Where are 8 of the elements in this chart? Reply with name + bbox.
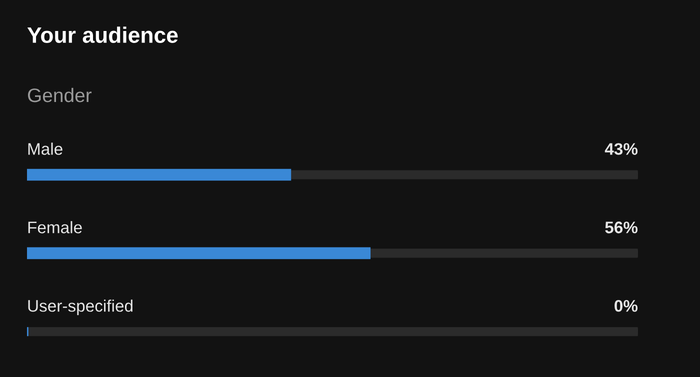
chart-subtitle: Gender [28, 88, 92, 102]
y-tick-label: Male [28, 142, 62, 155]
data-label: 56% [605, 222, 638, 234]
data-label: 43% [604, 143, 638, 155]
data-label: 0% [614, 300, 638, 312]
chart-title: Your audience [27, 26, 178, 43]
y-tick-label: User-specified [28, 300, 132, 316]
y-tick-label: Female [28, 221, 82, 234]
